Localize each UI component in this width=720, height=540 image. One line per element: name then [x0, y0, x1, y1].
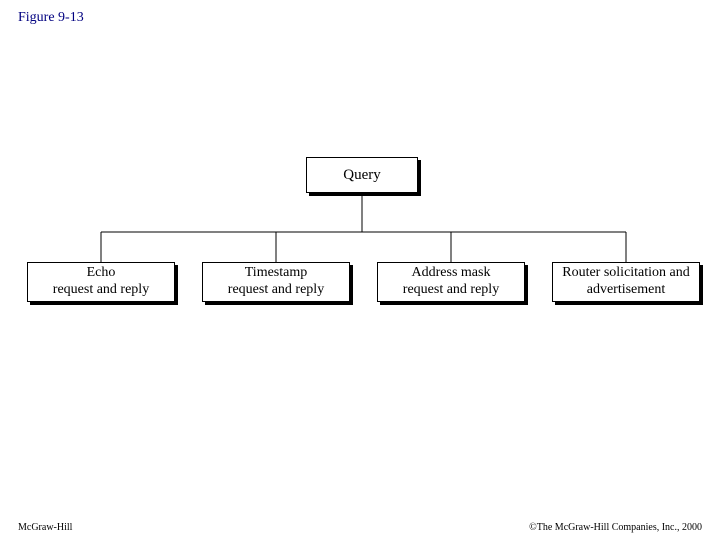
footer-right: ©The McGraw-Hill Companies, Inc., 2000 [529, 522, 702, 533]
tree-child-node: Router solicitation and advertisement [552, 262, 703, 305]
node-label-line1: Router solicitation and [562, 265, 690, 282]
node-label-line1: Timestamp [245, 265, 308, 282]
tree-child-node: Echo request and reply [27, 262, 178, 305]
tree-child-node: Address mask request and reply [377, 262, 528, 305]
footer-left: McGraw-Hill [18, 522, 72, 533]
node-box: Echo request and reply [27, 262, 175, 302]
node-box: Query [306, 157, 418, 193]
node-label-line2: request and reply [403, 282, 499, 299]
tree-root-node: Query [306, 157, 421, 196]
node-box: Timestamp request and reply [202, 262, 350, 302]
node-label-line1: Address mask [412, 265, 491, 282]
tree-child-node: Timestamp request and reply [202, 262, 353, 305]
node-box: Address mask request and reply [377, 262, 525, 302]
node-label-line1: Echo [87, 265, 116, 282]
node-label-line2: request and reply [53, 282, 149, 299]
node-label-line2: advertisement [587, 282, 666, 299]
node-label-line2: request and reply [228, 282, 324, 299]
node-box: Router solicitation and advertisement [552, 262, 700, 302]
node-label: Query [343, 166, 381, 184]
